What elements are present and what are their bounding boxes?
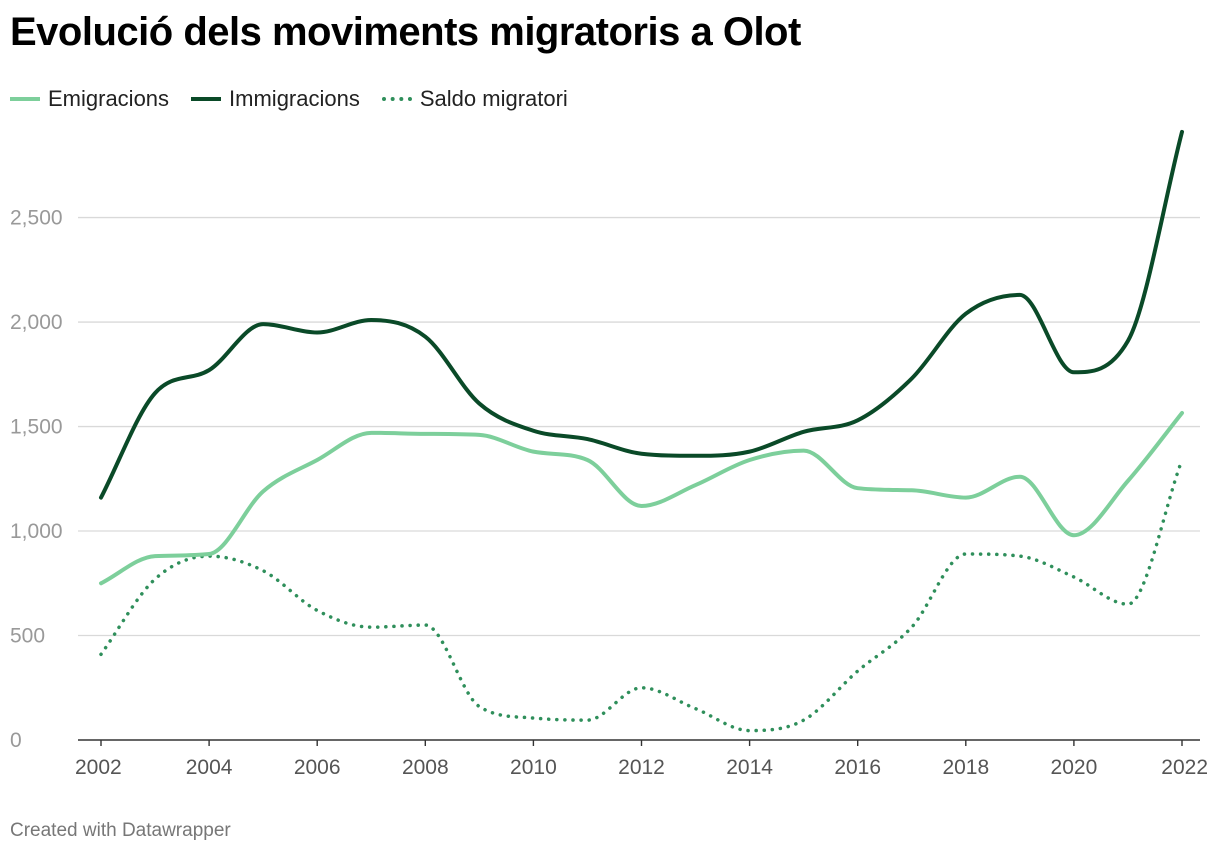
- y-tick-label: 2,000: [10, 311, 63, 334]
- legend-swatch-emigracions: [10, 97, 40, 101]
- x-tick-label: 2012: [618, 756, 665, 779]
- legend-item-emigracions: Emigracions: [10, 86, 169, 112]
- x-tick-label: 2008: [402, 756, 449, 779]
- legend-label-immigracions: Immigracions: [229, 86, 360, 111]
- x-tick-label: 2018: [942, 756, 989, 779]
- series-line-immigracions: [99, 129, 1184, 500]
- x-axis-labels: 2002 2004 2006 2008 2010 2012 2014 2016 2018 2020…: [75, 740, 1208, 779]
- chart-title: Evolució dels moviments migratoris a Olo…: [10, 10, 801, 54]
- x-tick-label: 2020: [1051, 756, 1098, 779]
- y-tick-label: 1,000: [10, 520, 63, 543]
- legend-item-immigracions: Immigracions: [191, 86, 360, 112]
- legend-label-saldo: Saldo migratori: [419, 86, 568, 111]
- footer-credit: Created with Datawrapper: [10, 820, 231, 841]
- x-tick-label: 2002: [75, 756, 122, 779]
- legend-swatch-immigracions: [191, 97, 222, 101]
- x-tick-label: 2014: [726, 756, 773, 779]
- legend-label-emigracions: Emigracions: [48, 86, 170, 111]
- series-line-saldo-migratori: [99, 458, 1184, 733]
- x-tick-label: 2022: [1161, 756, 1208, 779]
- y-tick-label: 500: [10, 625, 45, 648]
- legend-item-saldo: Saldo migratori: [381, 86, 568, 112]
- y-tick-label: 2,500: [10, 207, 63, 230]
- series-lines: [99, 129, 1184, 733]
- legend-swatch-saldo: [381, 97, 412, 101]
- x-tick-label: 2016: [834, 756, 881, 779]
- gridlines: [78, 216, 1200, 741]
- y-tick-label: 1,500: [10, 416, 63, 439]
- x-tick-label: 2006: [294, 756, 341, 779]
- x-tick-label: 2010: [510, 756, 557, 779]
- y-tick-label: 0: [10, 729, 22, 752]
- series-line-emigracions: [99, 410, 1184, 586]
- legend: Emigracions Immigracions Saldo migratori: [10, 86, 590, 112]
- y-axis-labels: 0 500 1,000 1,500 2,000 2,500: [10, 207, 63, 752]
- x-tick-label: 2004: [186, 756, 233, 779]
